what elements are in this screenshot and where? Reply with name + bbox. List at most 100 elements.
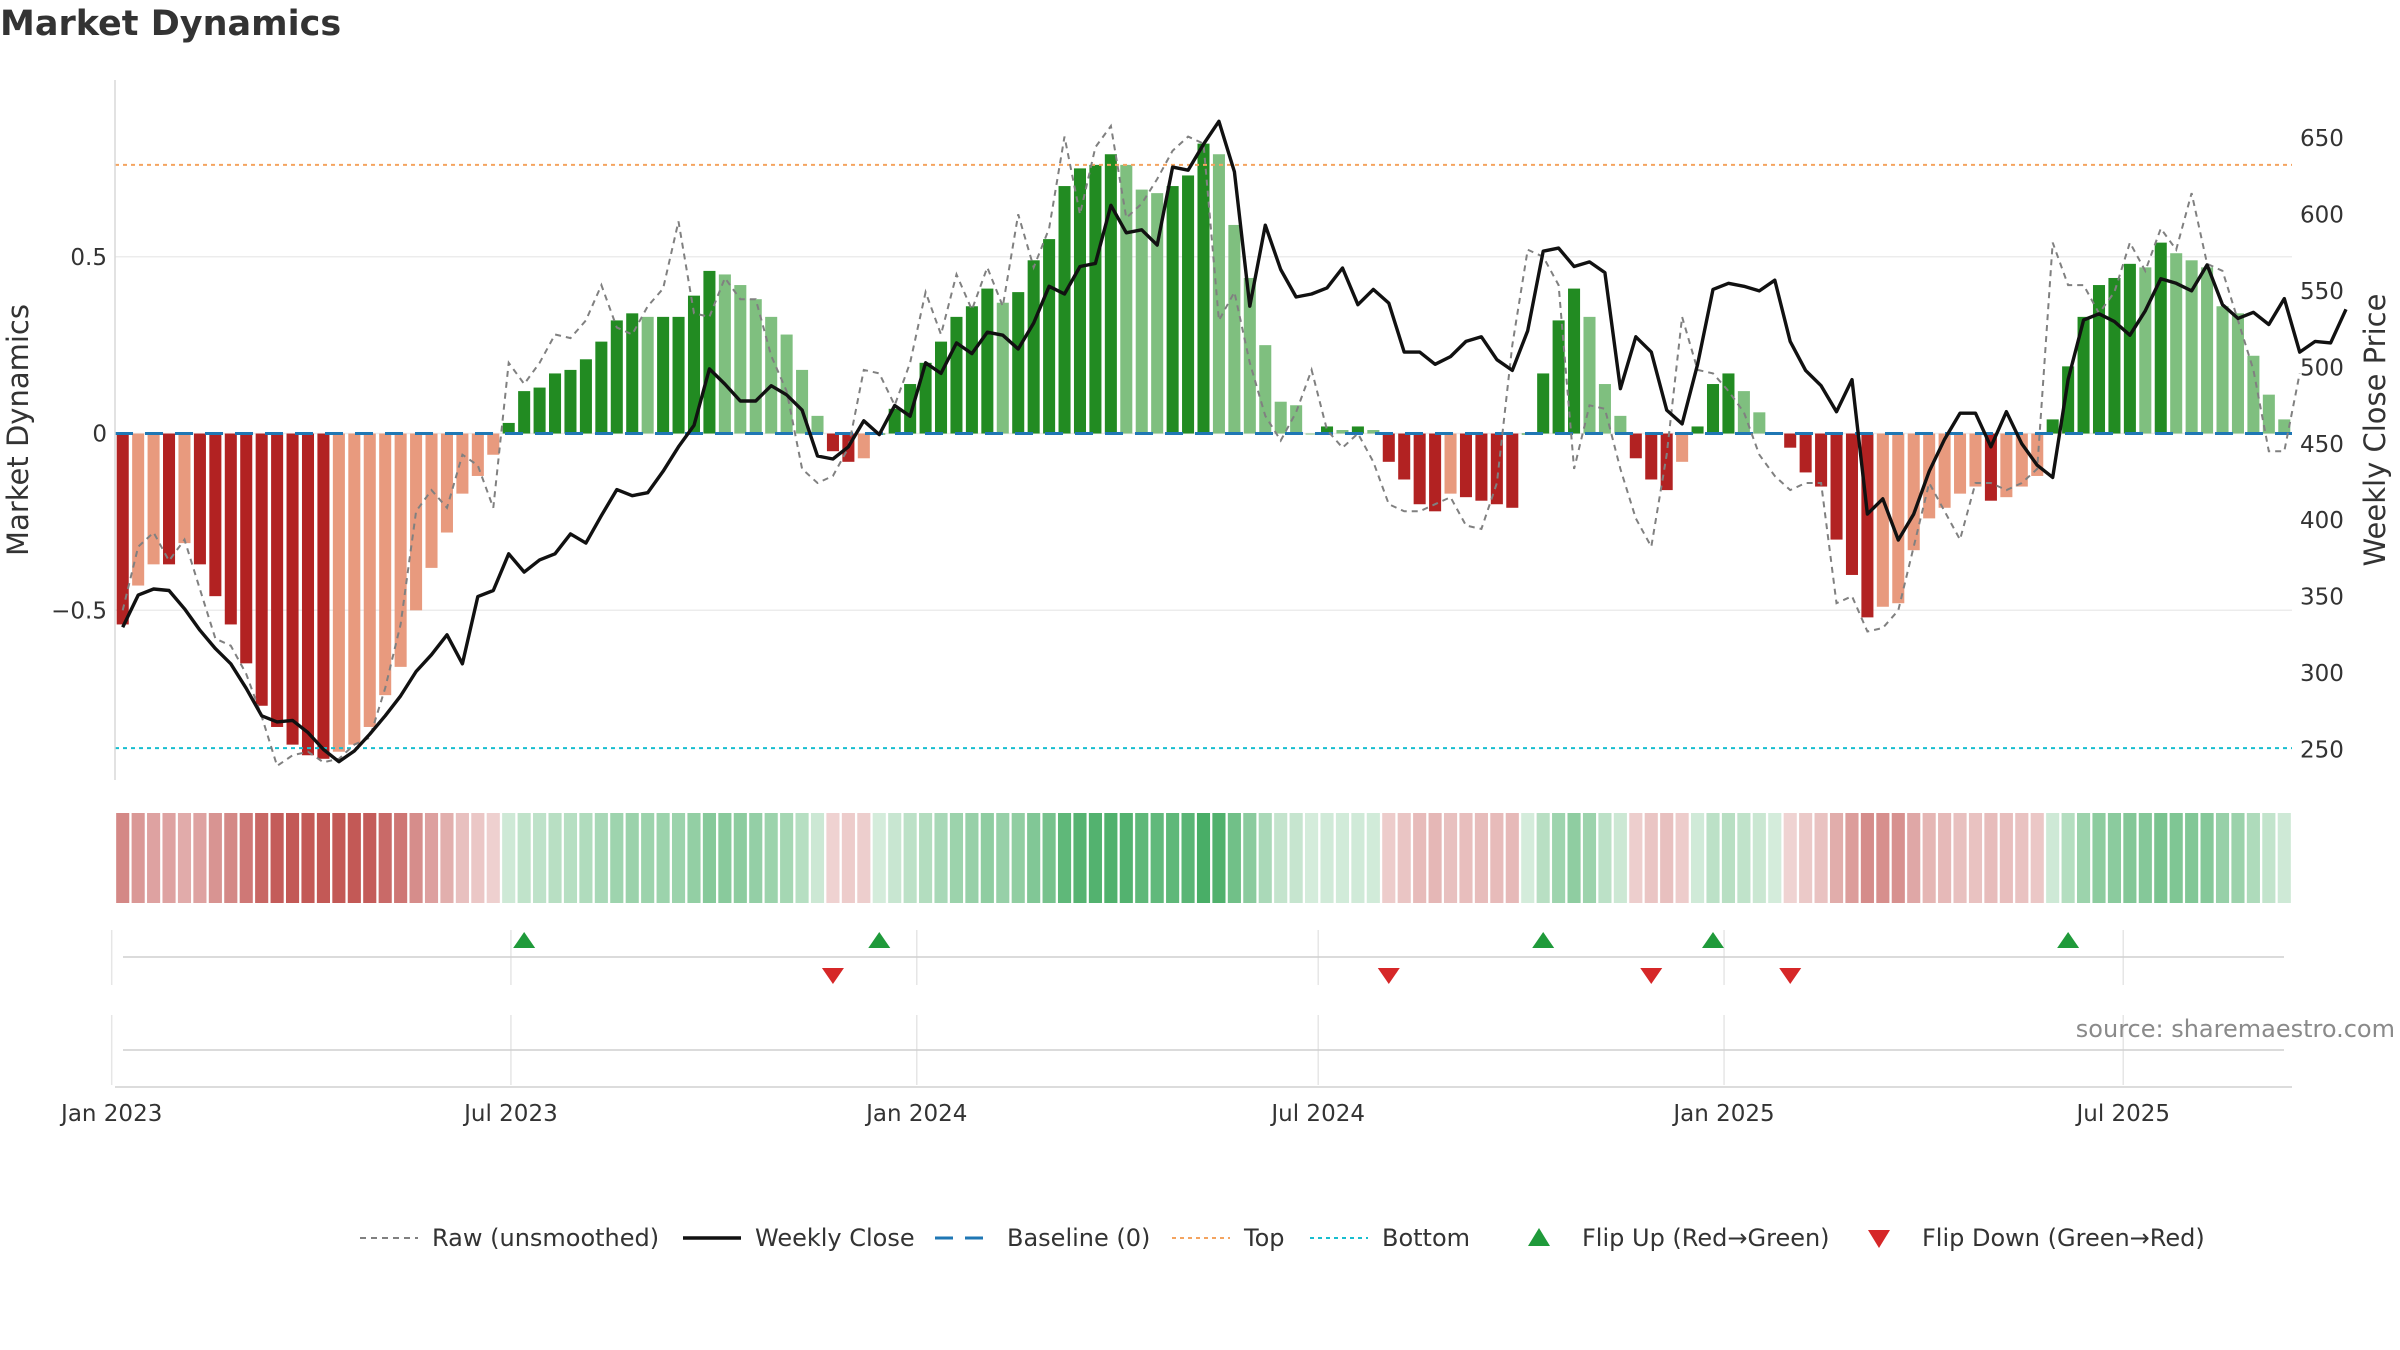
dynamics-bar: [2185, 260, 2198, 434]
heat-cell: [2215, 813, 2230, 903]
dynamics-bar: [1660, 433, 1673, 491]
heat-cell: [517, 813, 531, 903]
heat-cell: [533, 813, 547, 903]
dynamics-bar: [1629, 433, 1642, 459]
heat-cell: [1629, 813, 1643, 903]
dynamics-bar: [1089, 164, 1102, 434]
heat-cell: [965, 813, 979, 903]
heat-cell: [888, 813, 902, 903]
dynamics-bar: [996, 302, 1009, 434]
dynamics-bar: [718, 274, 731, 434]
heat-cell: [208, 813, 222, 903]
heat-cell: [147, 813, 161, 903]
heat-cell: [1737, 813, 1751, 903]
heat-cell: [1382, 813, 1396, 903]
weekly-close-line: [121, 119, 2348, 764]
legend-label: Baseline (0): [1007, 1224, 1150, 1252]
heat-cell: [394, 813, 408, 903]
x-tick-label: Jul 2024: [1269, 1101, 1365, 1127]
dynamics-bar: [965, 306, 978, 434]
heat-cell: [764, 813, 778, 903]
heat-cell: [1243, 813, 1257, 903]
heat-cell: [193, 813, 207, 903]
flip-up-marker: [1702, 932, 1725, 948]
dynamics-bar: [2108, 277, 2121, 434]
heat-cell: [378, 813, 392, 903]
heat-cell: [1196, 813, 1211, 903]
heat-cell: [224, 813, 238, 903]
heat-cell: [316, 813, 330, 903]
dynamics-bar: [703, 270, 716, 434]
heat-cell: [1999, 813, 2013, 903]
heat-cell: [1258, 813, 1272, 903]
dynamics-bar: [1676, 433, 1689, 462]
heat-cell: [980, 813, 994, 903]
legend: Raw (unsmoothed) Weekly Close Baseline (0)…: [360, 1224, 2205, 1252]
heat-cell: [1057, 813, 1072, 903]
heat-cell: [1305, 813, 1319, 903]
dynamics-bar: [904, 384, 917, 434]
dynamics-bar: [610, 320, 623, 434]
regime-heat-strip: [116, 813, 2291, 903]
dynamics-bar: [1537, 373, 1550, 434]
heat-cell: [1289, 813, 1303, 903]
dynamics-bar: [2278, 419, 2291, 434]
heat-cell: [1552, 813, 1566, 903]
heat-cell: [702, 813, 716, 903]
heat-cell: [255, 813, 269, 903]
dynamics-bar: [518, 391, 531, 434]
right-tick-label: 600: [2300, 202, 2344, 228]
heat-cell: [1521, 813, 1535, 903]
flip-down-marker: [1377, 968, 1400, 984]
left-tick-label: 0.5: [70, 245, 107, 271]
heat-cell: [1876, 813, 1890, 903]
heat-cell: [363, 813, 377, 903]
dynamics-bar: [2139, 267, 2152, 434]
dynamics-bar: [657, 316, 670, 434]
heat-cell: [1119, 813, 1133, 903]
flip-up-marker: [868, 932, 891, 948]
dynamics-bar: [564, 369, 577, 434]
dynamics-bar: [363, 433, 376, 727]
heat-cell: [1227, 813, 1241, 903]
dynamics-bar: [132, 433, 145, 586]
heat-cell: [455, 813, 469, 903]
dynamics-bar: [1120, 164, 1133, 434]
heat-cell: [2277, 813, 2291, 903]
dynamics-bar: [811, 415, 824, 434]
flip-up-marker: [513, 932, 536, 948]
flip-down-marker: [821, 968, 844, 984]
dynamics-bar: [209, 433, 222, 597]
dynamics-bar: [425, 433, 438, 568]
heat-cell: [1335, 813, 1350, 903]
dynamics-bar: [1737, 391, 1750, 434]
heat-cell: [795, 813, 809, 903]
dynamics-bar: [1444, 433, 1457, 494]
dynamics-bar: [2247, 355, 2260, 434]
x-tick-label: Jul 2025: [2074, 1101, 2170, 1127]
dynamics-bar: [950, 316, 963, 434]
heat-cell: [749, 813, 763, 903]
heat-cell: [1413, 813, 1427, 903]
dynamics-bar: [1845, 433, 1858, 575]
dynamics-bar: [641, 316, 654, 434]
heat-cell: [1505, 813, 1519, 903]
dynamics-bar: [1691, 426, 1704, 434]
heat-cell: [2200, 813, 2214, 903]
dynamics-bar: [2216, 306, 2229, 434]
heat-cell: [2262, 813, 2276, 903]
heat-cell: [1691, 813, 1705, 903]
dynamics-bar: [857, 433, 870, 459]
reference-lines: [115, 163, 2292, 750]
heat-cell: [1814, 813, 1828, 903]
right-tick-label: 300: [2300, 661, 2344, 687]
heat-cell: [1984, 813, 1998, 903]
dynamics-bar: [1012, 292, 1025, 434]
heat-cell: [2015, 813, 2029, 903]
dynamics-bar: [1706, 384, 1720, 434]
flip-up-marker: [2057, 932, 2080, 948]
dynamics-bar: [1799, 433, 1812, 473]
dynamics-bar: [1815, 433, 1828, 487]
left-tick-label: −0.5: [51, 598, 107, 624]
heat-cell: [949, 813, 964, 903]
